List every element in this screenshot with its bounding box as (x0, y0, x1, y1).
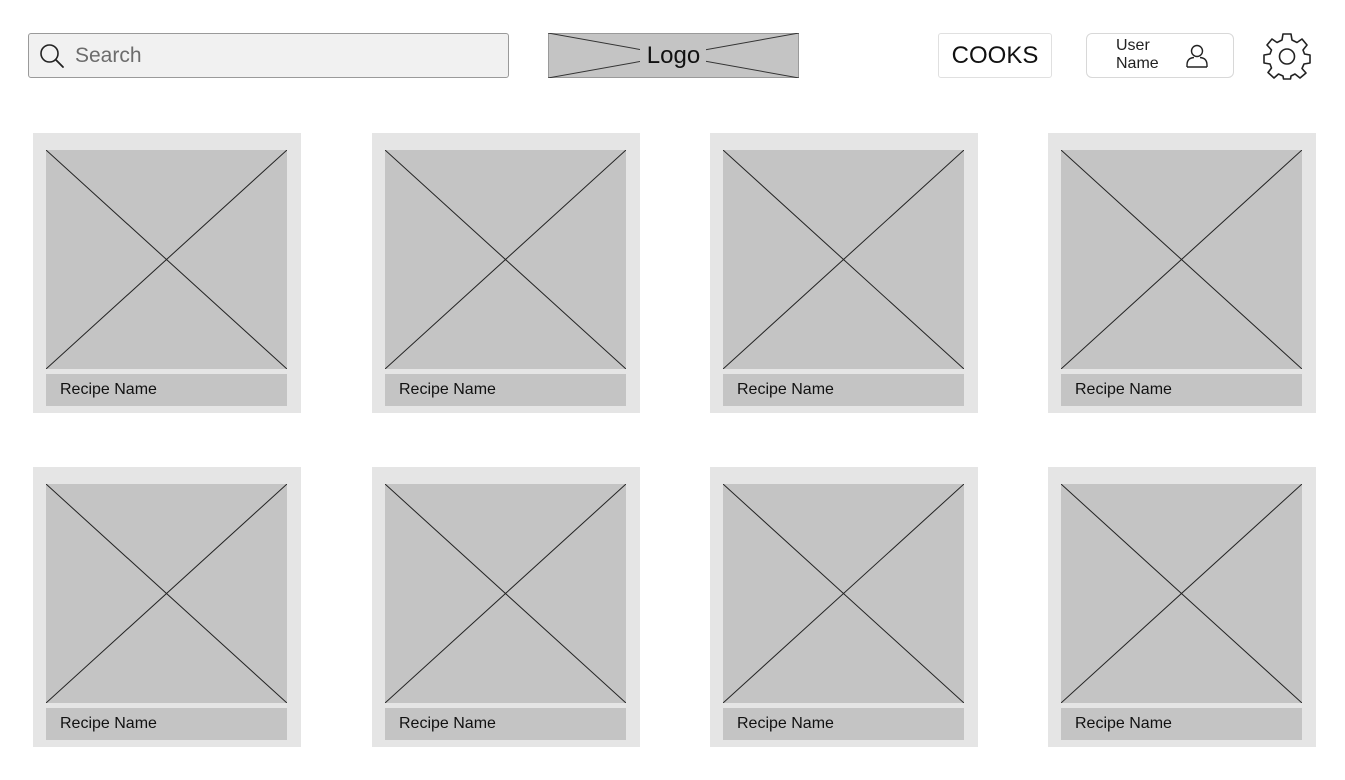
recipe-card[interactable]: Recipe Name (372, 467, 640, 747)
recipe-image-placeholder (1061, 150, 1302, 369)
recipe-card[interactable]: Recipe Name (710, 467, 978, 747)
recipe-name: Recipe Name (385, 708, 626, 740)
recipe-card[interactable]: Recipe Name (1048, 133, 1316, 413)
recipe-image-placeholder (385, 150, 626, 369)
recipe-card[interactable]: Recipe Name (710, 133, 978, 413)
recipe-name: Recipe Name (46, 708, 287, 740)
search-bar[interactable] (28, 33, 509, 78)
recipe-image-placeholder (385, 484, 626, 703)
recipe-name: Recipe Name (1061, 708, 1302, 740)
recipe-image-placeholder (46, 484, 287, 703)
user-account-button[interactable]: User Name (1086, 33, 1234, 78)
recipe-name: Recipe Name (385, 374, 626, 406)
recipe-image-placeholder (723, 150, 964, 369)
recipe-card[interactable]: Recipe Name (33, 133, 301, 413)
user-icon (1184, 43, 1210, 74)
gear-icon[interactable] (1262, 32, 1312, 82)
recipe-image-placeholder (1061, 484, 1302, 703)
recipe-name: Recipe Name (723, 374, 964, 406)
recipe-card[interactable]: Recipe Name (1048, 467, 1316, 747)
recipe-name: Recipe Name (723, 708, 964, 740)
recipe-image-placeholder (46, 150, 287, 369)
user-name-line1: User (1116, 37, 1150, 54)
recipe-card[interactable]: Recipe Name (372, 133, 640, 413)
search-input[interactable] (73, 33, 508, 78)
logo[interactable]: Logo (548, 33, 799, 78)
user-name-label: User Name (1116, 37, 1160, 73)
search-icon (37, 41, 67, 71)
recipe-card[interactable]: Recipe Name (33, 467, 301, 747)
logo-text: Logo (646, 41, 701, 69)
recipe-image-placeholder (723, 484, 964, 703)
recipe-name: Recipe Name (1061, 374, 1302, 406)
user-name-line2: Name (1116, 55, 1159, 72)
recipe-name: Recipe Name (46, 374, 287, 406)
cooks-button[interactable]: COOKS (938, 33, 1052, 78)
